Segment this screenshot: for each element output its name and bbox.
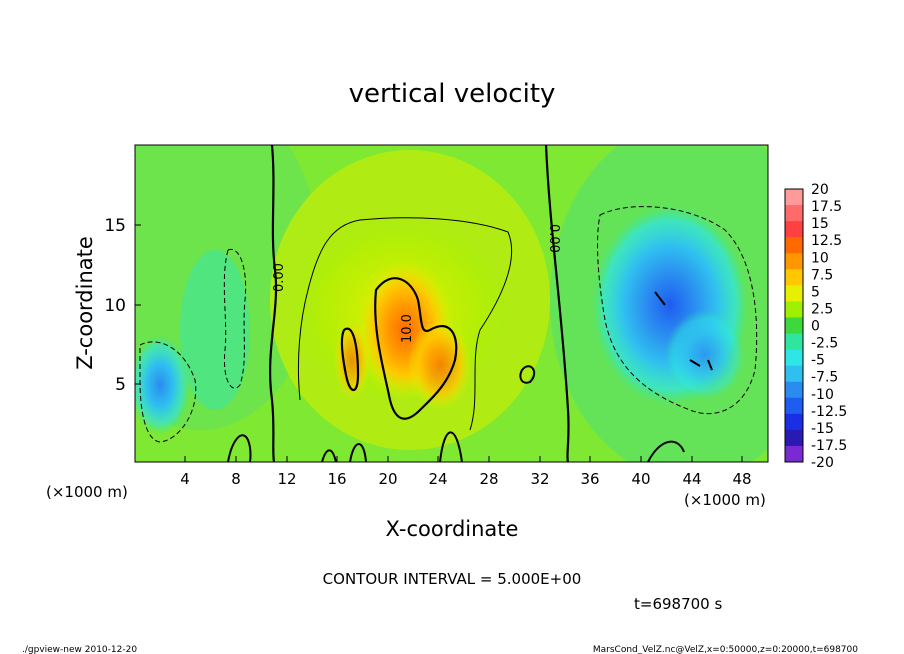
colorbar-swatch xyxy=(785,205,803,222)
colorbar-swatch xyxy=(785,269,803,286)
x-tick-label: 4 xyxy=(180,470,190,488)
contour-label: 0.00 xyxy=(546,224,561,253)
contour-ten-small xyxy=(340,327,360,392)
colorbar-frame xyxy=(784,188,804,463)
chart-title: vertical velocity xyxy=(349,79,556,109)
contour-neg-mid xyxy=(223,248,247,389)
x-tick-label: 12 xyxy=(277,470,296,488)
contour-label: 10.0 xyxy=(400,314,415,343)
colorbar-label: 7.5 xyxy=(811,267,833,283)
colorbar xyxy=(784,188,804,463)
x-tick-label: 28 xyxy=(479,470,498,488)
colorbar-label: -20 xyxy=(811,455,834,471)
contour-neg-core xyxy=(654,291,713,371)
x-axis: 4 8 12 16 20 24 28 32 36 40 44 48 xyxy=(180,456,752,488)
colorbar-label: -10 xyxy=(811,387,834,403)
x-tick-label: 36 xyxy=(580,470,599,488)
contour-neg-right xyxy=(597,206,758,415)
colorbar-label: 12.5 xyxy=(811,233,842,249)
y-axis-label: Z-coordinate xyxy=(73,236,97,370)
colorbar-swatch xyxy=(785,189,803,206)
colorbar-swatch xyxy=(785,221,803,238)
y-axis: 5 10 15 xyxy=(104,216,141,395)
contour-ten xyxy=(374,277,458,420)
x-tick-label: 48 xyxy=(732,470,751,488)
y-tick-label: 10 xyxy=(104,296,126,316)
colorbar-swatch xyxy=(785,381,803,399)
colorbar-label: 5 xyxy=(811,284,820,300)
colorbar-swatch xyxy=(785,413,803,431)
colorbar-label: 17.5 xyxy=(811,199,842,215)
contour-neg-left xyxy=(139,341,197,443)
colorbar-label: -2.5 xyxy=(811,336,838,352)
colorbar-label: -7.5 xyxy=(811,370,838,386)
contour-zero-right xyxy=(544,145,570,462)
colorbar-swatch xyxy=(785,317,803,335)
y-tick-label: 15 xyxy=(104,216,126,236)
colorbar-swatch xyxy=(785,237,803,254)
colorbar-swatch xyxy=(785,397,803,415)
colorbar-label: 15 xyxy=(811,216,829,232)
x-unit-left: (×1000 m) xyxy=(46,483,128,501)
colorbar-swatch xyxy=(785,301,803,318)
plot-field: 0.00 0.00 10.0 xyxy=(135,145,768,462)
contour-five xyxy=(297,217,513,431)
contour-interval: CONTOUR INTERVAL = 5.000E+00 xyxy=(323,570,582,588)
colorbar-label: 2.5 xyxy=(811,301,833,317)
time-label: t=698700 s xyxy=(634,595,722,613)
x-axis-label: X-coordinate xyxy=(386,517,519,541)
colorbar-swatch xyxy=(785,333,803,351)
colorbar-swatch xyxy=(785,349,803,367)
x-tick-label: 44 xyxy=(682,470,701,488)
footer-left: ./gpview-new 2010-12-20 xyxy=(22,645,137,654)
colorbar-swatch xyxy=(785,253,803,270)
colorbar-label: -15 xyxy=(811,421,834,437)
footer-right: MarsCond_VelZ.nc@VelZ,x=0:50000,z=0:2000… xyxy=(593,645,858,654)
colorbar-label: 10 xyxy=(811,250,829,266)
x-tick-label: 16 xyxy=(327,470,346,488)
x-tick-label: 20 xyxy=(378,470,397,488)
colorbar-label: 0 xyxy=(811,319,820,335)
colorbar-swatch xyxy=(785,429,803,447)
x-tick-label: 24 xyxy=(428,470,447,488)
x-tick-label: 40 xyxy=(631,470,650,488)
x-tick-label: 8 xyxy=(231,470,241,488)
plot-frame xyxy=(134,144,769,463)
colorbar-label: -5 xyxy=(811,353,825,369)
y-tick-label: 5 xyxy=(115,375,126,395)
colorbar-label: -12.5 xyxy=(811,404,847,420)
colorbar-swatch xyxy=(785,445,803,463)
x-tick-label: 32 xyxy=(530,470,549,488)
contour-label: 0.00 xyxy=(272,263,287,292)
colorbar-swatch xyxy=(785,285,803,302)
colorbar-label: 20 xyxy=(811,182,829,198)
colorbar-label: -17.5 xyxy=(811,438,847,454)
contour-zero-left xyxy=(269,145,278,462)
colorbar-swatch xyxy=(785,365,803,383)
x-unit-right: (×1000 m) xyxy=(684,491,766,509)
